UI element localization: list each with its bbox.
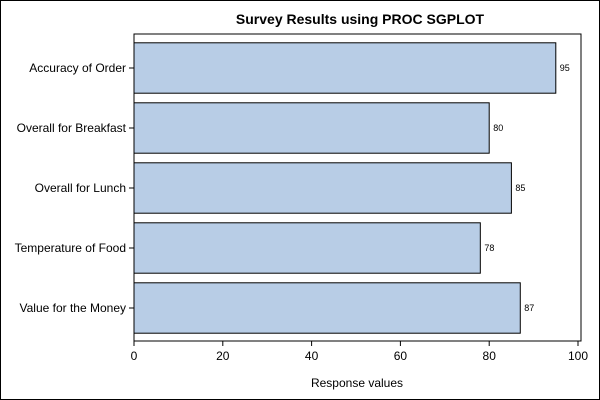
category-label: Overall for Lunch — [35, 181, 126, 195]
category-axis-labels: Accuracy of Order Overall for Breakfast Ov… — [15, 61, 127, 315]
x-tick-label: 60 — [394, 349, 408, 363]
x-tick-label: 40 — [305, 349, 319, 363]
category-label: Accuracy of Order — [29, 61, 126, 75]
data-label: 78 — [484, 243, 494, 253]
data-label: 85 — [515, 183, 525, 193]
category-axis-ticks — [129, 67, 134, 309]
category-label: Temperature of Food — [15, 241, 126, 255]
value-axis-tick-labels: 0 20 40 60 80 100 — [131, 349, 589, 363]
bars — [133, 42, 557, 334]
category-label: Value for the Money — [19, 301, 126, 315]
chart-title: Survey Results using PROC SGPLOT — [236, 11, 485, 27]
x-tick-label: 0 — [131, 349, 138, 363]
data-label: 87 — [524, 303, 534, 313]
x-tick-label: 100 — [568, 349, 588, 363]
bar — [133, 102, 490, 154]
x-tick-label: 80 — [483, 349, 497, 363]
data-labels: 95 80 85 78 87 — [484, 63, 569, 313]
category-label: Overall for Breakfast — [17, 121, 127, 135]
bar — [133, 162, 512, 214]
data-label: 80 — [493, 123, 503, 133]
x-axis-label: Response values — [311, 376, 403, 390]
bar — [133, 222, 481, 274]
x-tick-label: 20 — [216, 349, 230, 363]
bar — [133, 42, 557, 94]
value-axis-ticks — [133, 341, 579, 346]
data-label: 95 — [560, 63, 570, 73]
bar — [133, 282, 521, 334]
